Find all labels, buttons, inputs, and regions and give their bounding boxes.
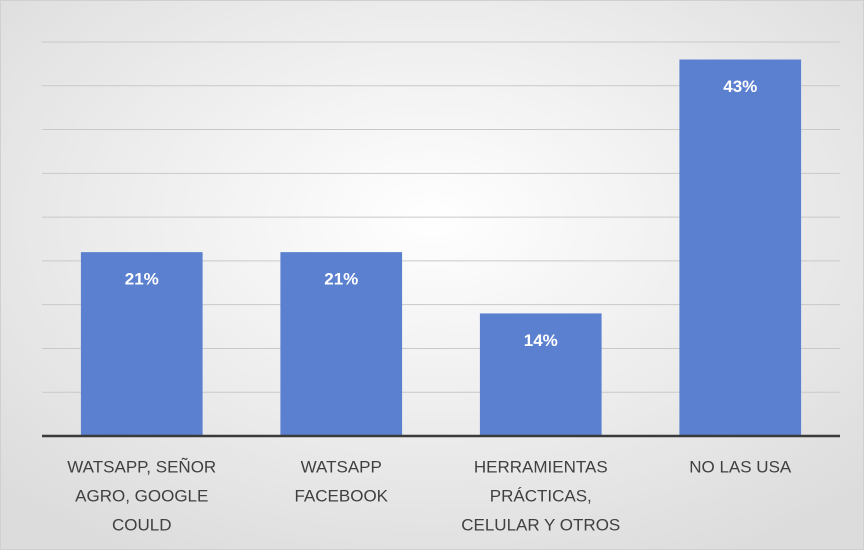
x-tick-label: WATSAPP, SEÑOR	[67, 457, 216, 476]
x-tick-label: HERRAMIENTAS	[474, 457, 608, 476]
x-tick-label: NO LAS USA	[689, 457, 792, 476]
bar	[679, 59, 802, 437]
bar	[80, 252, 203, 436]
x-tick-label: COULD	[112, 515, 172, 534]
data-label: 21%	[324, 270, 358, 289]
x-tick-label: CELULAR Y OTROS	[461, 515, 620, 534]
x-tick-label: PRÁCTICAS,	[490, 486, 592, 505]
data-label: 43%	[723, 77, 757, 96]
data-label: 21%	[125, 270, 159, 289]
x-tick-label: FACEBOOK	[294, 486, 388, 505]
bar	[479, 313, 602, 436]
x-tick-label: AGRO, GOOGLE	[75, 486, 208, 505]
data-label: 14%	[524, 331, 558, 350]
bar	[280, 252, 403, 436]
x-tick-label: WATSAPP	[301, 457, 382, 476]
